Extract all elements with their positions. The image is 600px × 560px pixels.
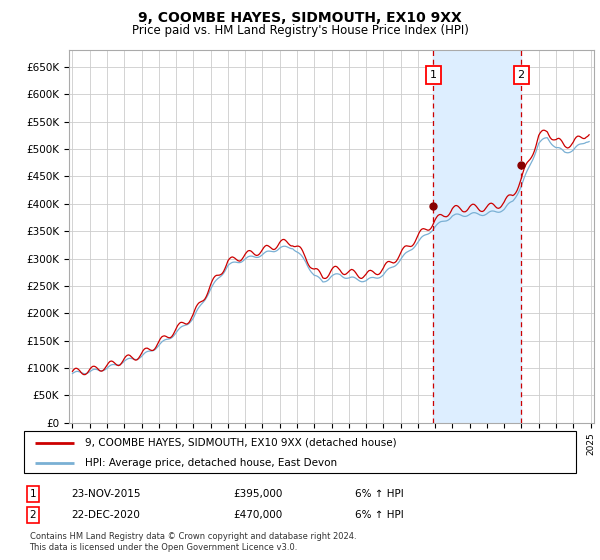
- Text: 23-NOV-2015: 23-NOV-2015: [71, 489, 140, 499]
- Text: 1: 1: [430, 70, 437, 80]
- Text: HPI: Average price, detached house, East Devon: HPI: Average price, detached house, East…: [85, 458, 337, 468]
- Text: 9, COOMBE HAYES, SIDMOUTH, EX10 9XX (detached house): 9, COOMBE HAYES, SIDMOUTH, EX10 9XX (det…: [85, 438, 397, 448]
- Bar: [433, 50, 521, 423]
- Text: 2: 2: [518, 70, 524, 80]
- Text: 9, COOMBE HAYES, SIDMOUTH, EX10 9XX: 9, COOMBE HAYES, SIDMOUTH, EX10 9XX: [138, 11, 462, 25]
- Text: Contains HM Land Registry data © Crown copyright and database right 2024.
This d: Contains HM Land Registry data © Crown c…: [29, 532, 356, 552]
- Text: £470,000: £470,000: [234, 510, 283, 520]
- Text: 6% ↑ HPI: 6% ↑ HPI: [355, 510, 404, 520]
- Text: £395,000: £395,000: [234, 489, 283, 499]
- Text: 22-DEC-2020: 22-DEC-2020: [71, 510, 140, 520]
- Text: 1: 1: [29, 489, 36, 499]
- Text: 2: 2: [29, 510, 36, 520]
- Text: Price paid vs. HM Land Registry's House Price Index (HPI): Price paid vs. HM Land Registry's House …: [131, 24, 469, 36]
- Text: 6% ↑ HPI: 6% ↑ HPI: [355, 489, 404, 499]
